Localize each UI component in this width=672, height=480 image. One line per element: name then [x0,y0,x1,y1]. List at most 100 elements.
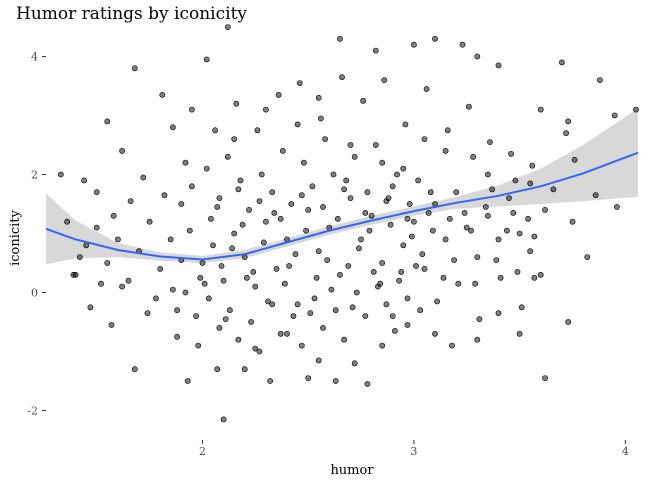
data-point [351,153,358,160]
data-point [254,127,261,134]
data-point [159,92,166,98]
data-point [188,183,195,190]
confidence-ribbon [46,108,638,265]
data-point [368,212,375,219]
data-point [389,313,396,319]
data-point [410,218,417,225]
data-point [81,177,87,184]
data-point [444,127,451,134]
data-point [210,242,216,249]
data-point [262,218,269,225]
data-point [313,274,320,281]
data-point [195,342,202,349]
data-point [347,142,354,148]
data-point [260,239,267,246]
data-point [379,260,386,266]
data-point [542,375,548,381]
data-point [248,319,254,325]
data-point [442,147,449,154]
data-point [284,330,290,337]
data-point [317,115,324,122]
data-point [584,254,591,260]
data-point [379,159,386,166]
y-axis-label: iconicity [8,209,23,265]
data-point [305,375,312,381]
data-point [98,280,104,287]
data-point [188,106,195,113]
data-point [231,230,238,237]
data-point [252,283,259,290]
data-point [288,201,295,207]
data-point [476,316,483,322]
data-point [76,254,83,260]
data-point [495,236,502,243]
data-point [222,316,229,322]
data-point [474,53,481,60]
data-point [220,277,227,284]
data-point [315,248,322,255]
data-point [157,265,164,272]
data-point [463,224,470,231]
data-point [527,248,534,255]
data-point [205,295,212,302]
data-point [178,201,185,207]
data-point [269,301,276,308]
data-point [468,227,474,234]
data-point [474,254,481,260]
data-point [226,307,233,314]
data-point [265,298,271,305]
data-point [484,212,491,219]
data-point [525,215,531,222]
data-point [315,94,322,101]
data-point [320,204,326,210]
data-point [542,206,548,213]
data-point [614,204,620,210]
data-point [231,136,238,142]
data-point [334,215,341,222]
data-point [294,121,301,128]
data-point [273,265,280,272]
data-point [237,177,244,184]
data-point [182,159,189,166]
y-tick-label: 2 [31,169,38,182]
data-point [345,263,352,269]
y-tick-label: 0 [31,287,38,300]
data-point [328,286,335,293]
data-point [127,198,134,204]
data-point [229,245,235,252]
data-point [275,92,282,98]
confidence-band [46,108,638,265]
x-tick-label: 3 [410,445,417,458]
data-point [527,180,534,187]
data-points [57,24,639,423]
data-point [336,35,343,42]
data-point [400,165,407,172]
data-point [514,268,521,275]
data-point [597,77,603,83]
data-point [269,189,276,196]
data-point [199,260,206,266]
data-point [311,295,318,302]
data-point [343,177,350,184]
data-point [389,183,396,190]
data-point [193,313,199,319]
data-point [459,41,466,48]
data-point [453,189,460,196]
data-point [434,298,440,305]
data-point [493,257,500,263]
data-point [461,209,468,216]
data-point [339,74,345,81]
data-point [201,280,208,287]
data-point [294,301,301,308]
data-point [495,62,502,69]
data-point [309,183,316,190]
data-point [569,218,576,225]
data-point [233,100,240,107]
data-point [362,313,369,319]
data-point [57,171,64,178]
data-point [207,215,214,222]
data-point [529,162,536,169]
data-point [336,271,343,278]
data-point [241,366,248,373]
